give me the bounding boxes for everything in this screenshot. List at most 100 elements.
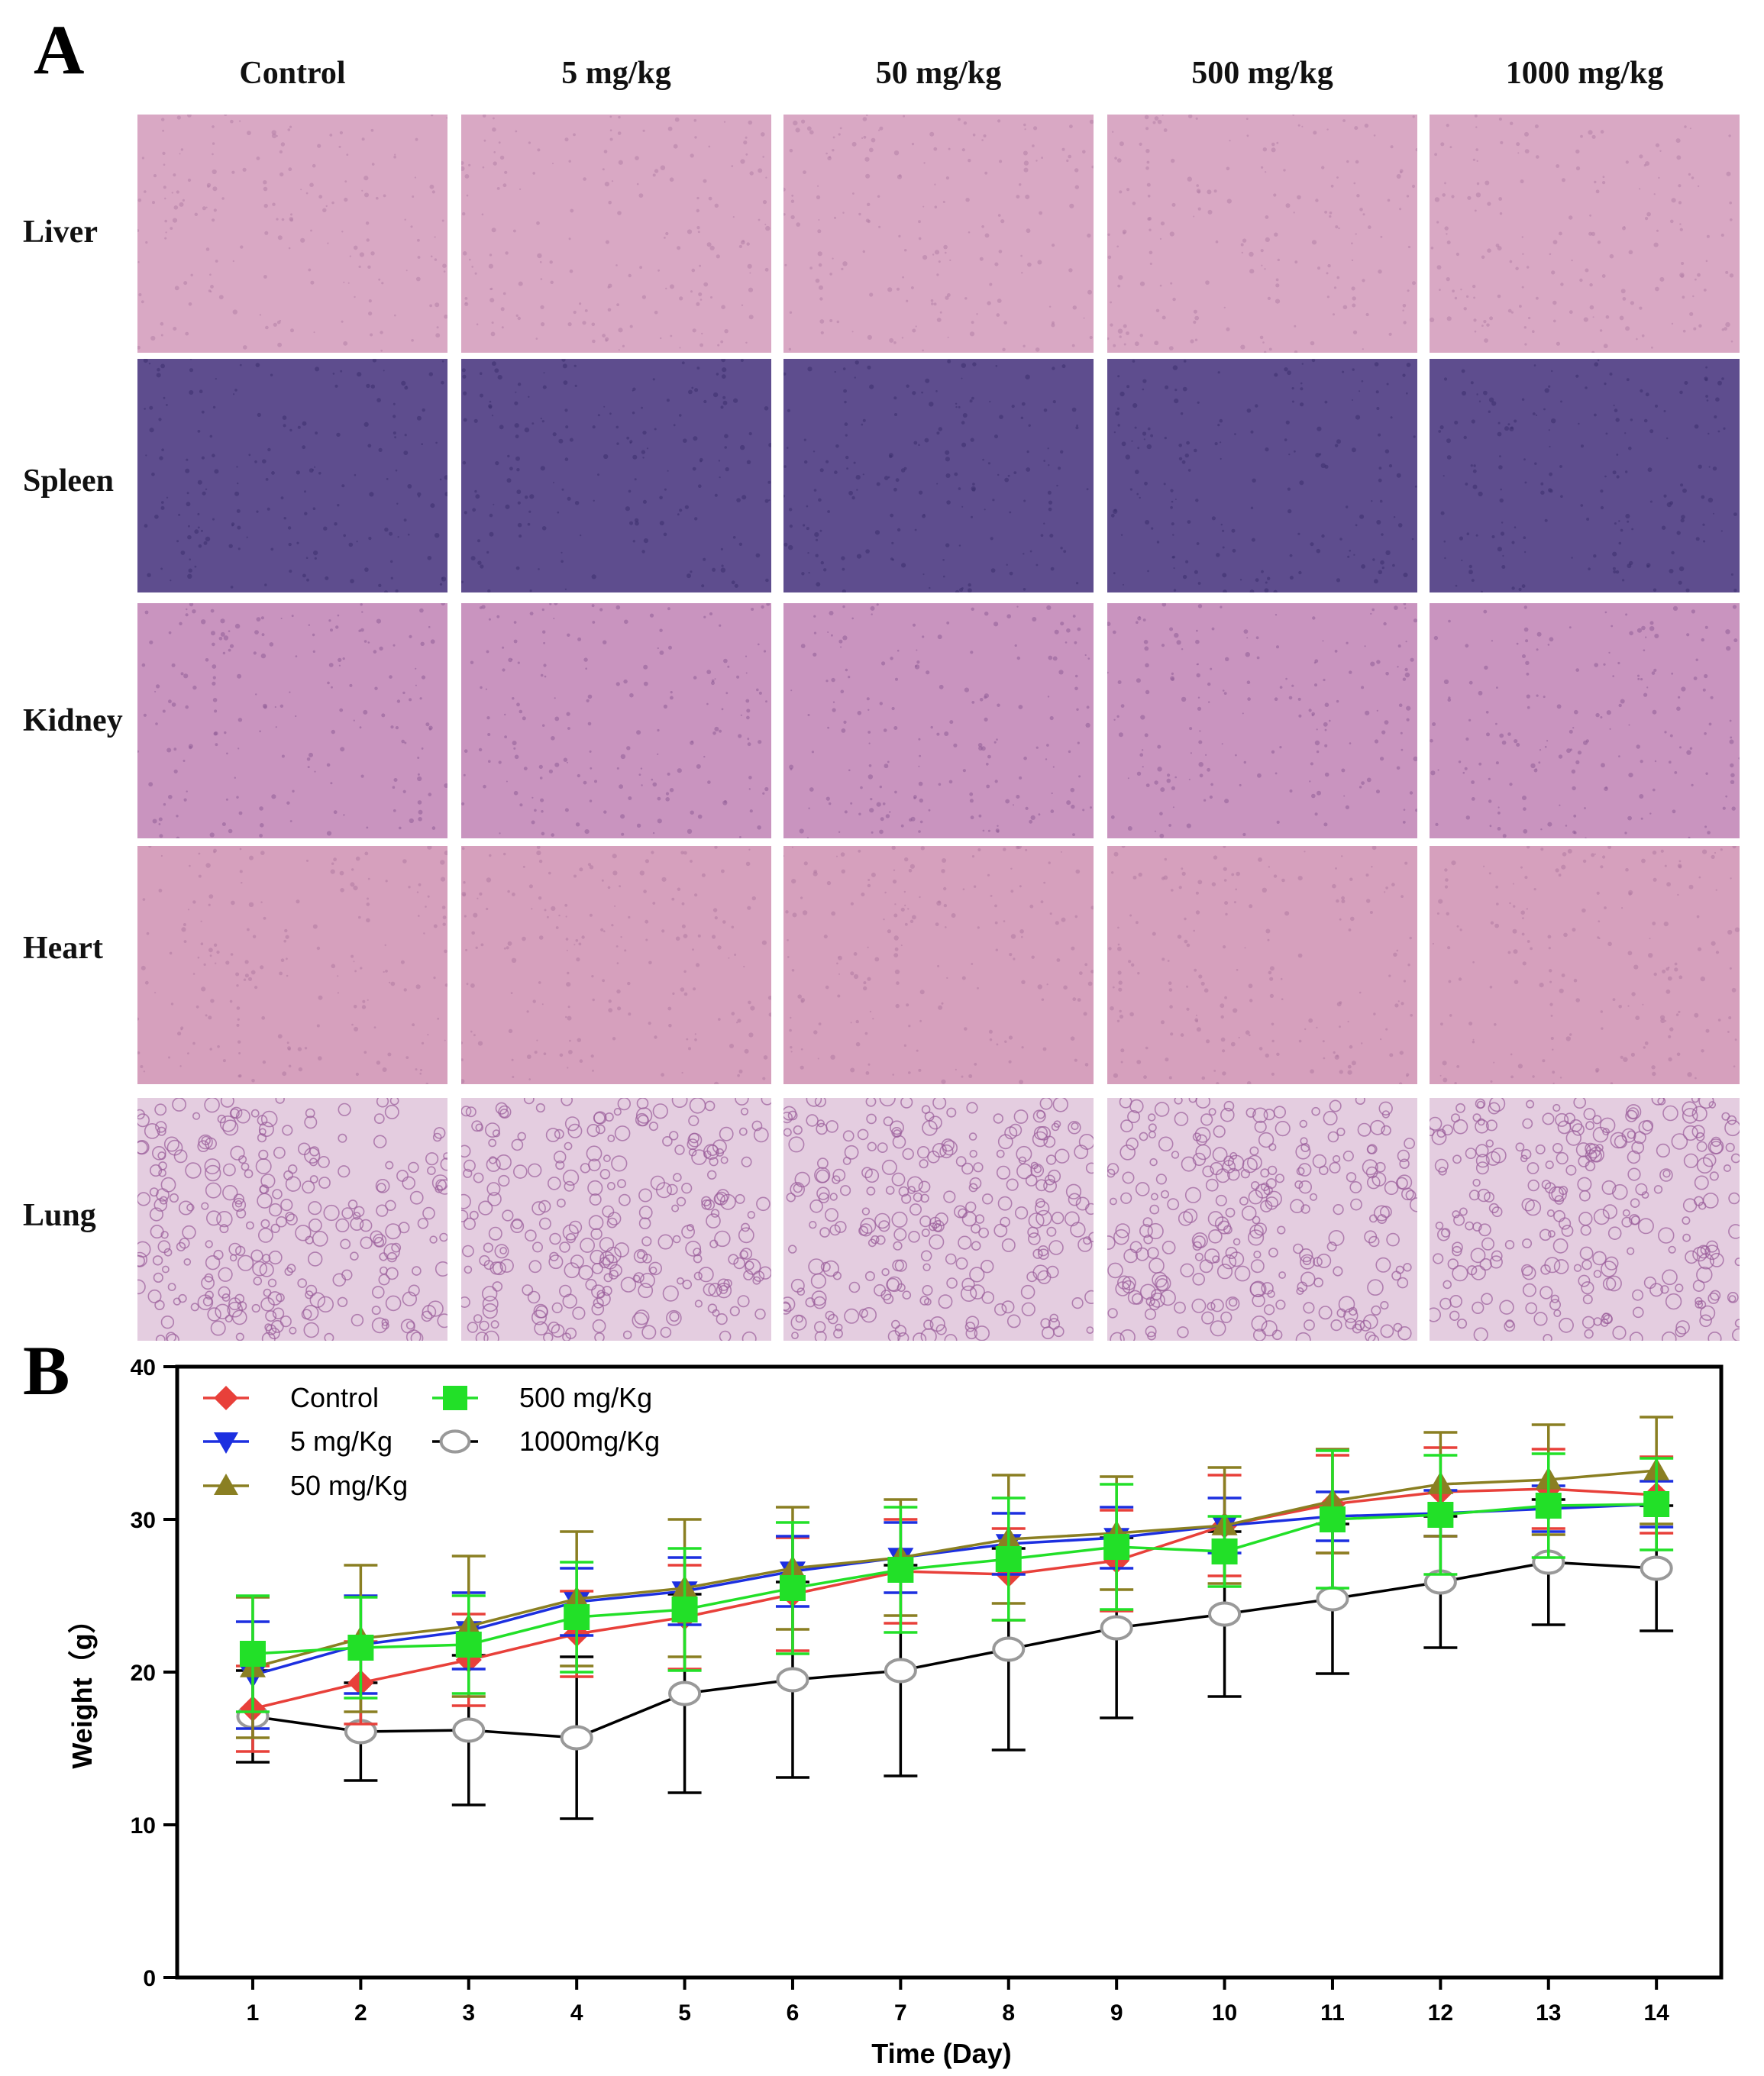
histology-image bbox=[461, 846, 771, 1084]
data-point bbox=[995, 1546, 1022, 1572]
data-point bbox=[887, 1557, 914, 1583]
histology-image bbox=[461, 359, 771, 592]
data-point bbox=[455, 1632, 482, 1658]
data-point bbox=[776, 1667, 809, 1693]
histology-image bbox=[1430, 1098, 1740, 1341]
histology-image bbox=[1107, 359, 1417, 592]
data-point bbox=[560, 1725, 593, 1751]
data-point bbox=[1100, 1615, 1133, 1641]
x-tick-label: 3 bbox=[462, 2000, 475, 2026]
data-point bbox=[1208, 1601, 1242, 1627]
histology-image bbox=[137, 603, 447, 838]
data-point bbox=[992, 1636, 1026, 1662]
histology-image bbox=[1107, 1098, 1417, 1341]
data-point bbox=[1535, 1493, 1562, 1519]
series-line bbox=[252, 1561, 1657, 1739]
column-label: 5 mg/kg bbox=[561, 56, 671, 91]
legend-label: 5 mg/Kg bbox=[290, 1425, 393, 1457]
y-tick-label: 30 bbox=[131, 1508, 156, 1533]
histology-image bbox=[783, 603, 1094, 838]
histology-image bbox=[783, 115, 1094, 353]
x-tick-label: 2 bbox=[354, 2000, 367, 2026]
histology-image bbox=[1430, 115, 1740, 353]
column-label: 500 mg/kg bbox=[1191, 56, 1333, 91]
y-tick-label: 40 bbox=[131, 1355, 156, 1380]
y-tick-label: 10 bbox=[131, 1813, 156, 1839]
data-point bbox=[239, 1641, 266, 1667]
x-tick-label: 7 bbox=[894, 2000, 907, 2026]
data-point bbox=[214, 1386, 238, 1410]
series-line bbox=[252, 1487, 1657, 1710]
series-500-mg-kg bbox=[235, 1449, 1674, 1713]
data-point bbox=[443, 1386, 467, 1410]
data-point bbox=[564, 1604, 590, 1630]
histology-image bbox=[1107, 603, 1417, 838]
data-point bbox=[1319, 1506, 1346, 1532]
x-tick-label: 9 bbox=[1110, 2000, 1123, 2026]
series-line bbox=[252, 1469, 1657, 1669]
x-tick-label: 4 bbox=[570, 2000, 583, 2026]
data-point bbox=[439, 1429, 471, 1454]
data-point bbox=[214, 1474, 238, 1495]
histology-image bbox=[783, 359, 1094, 592]
data-point bbox=[884, 1658, 917, 1684]
column-label: 50 mg/kg bbox=[875, 56, 1002, 91]
y-axis-title: Weight（g） bbox=[66, 1606, 98, 1768]
histology-image bbox=[137, 846, 447, 1084]
data-point bbox=[347, 1635, 374, 1661]
panel-a-letter: A bbox=[34, 11, 85, 89]
histology-image bbox=[783, 846, 1094, 1084]
data-point bbox=[1211, 1538, 1238, 1564]
data-point bbox=[1316, 1586, 1349, 1612]
y-tick-label: 0 bbox=[143, 1966, 156, 1991]
histology-image bbox=[461, 115, 771, 353]
histology-image bbox=[1430, 603, 1740, 838]
x-tick-label: 13 bbox=[1536, 2000, 1561, 2026]
histology-image bbox=[461, 1098, 771, 1341]
data-point bbox=[1640, 1555, 1673, 1581]
legend-label: 50 mg/Kg bbox=[290, 1470, 408, 1501]
x-tick-label: 11 bbox=[1320, 2000, 1345, 2026]
series-control bbox=[235, 1446, 1674, 1753]
series-50-mg-kg bbox=[235, 1416, 1674, 1739]
data-point bbox=[1643, 1491, 1670, 1517]
histology-image bbox=[137, 115, 447, 353]
data-point bbox=[668, 1680, 702, 1706]
histology-image bbox=[1430, 359, 1740, 592]
x-axis-title: Time (Day) bbox=[871, 2038, 1011, 2069]
row-label-heart: Heart bbox=[23, 931, 103, 966]
data-point bbox=[779, 1575, 806, 1601]
data-point bbox=[1427, 1502, 1454, 1528]
histology-image bbox=[137, 359, 447, 592]
series-line bbox=[252, 1503, 1657, 1677]
legend: Control 500 mg/Kg 5 mg/Kg 1000mg/Kg 50 mg/Kg bbox=[203, 1382, 660, 1501]
histology-image bbox=[137, 1098, 447, 1341]
histology-image bbox=[1107, 115, 1417, 353]
x-tick-label: 8 bbox=[1002, 2000, 1015, 2026]
panel-b-letter: B bbox=[23, 1332, 70, 1409]
histology-image bbox=[1107, 846, 1417, 1084]
series-line bbox=[252, 1503, 1657, 1655]
data-point bbox=[671, 1597, 698, 1622]
data-point bbox=[452, 1717, 486, 1743]
series-5-mg-kg bbox=[235, 1480, 1674, 1730]
legend-label: Control bbox=[290, 1382, 379, 1413]
histology-image bbox=[1430, 846, 1740, 1084]
x-tick-label: 12 bbox=[1428, 2000, 1453, 2026]
x-tick-label: 6 bbox=[787, 2000, 800, 2026]
data-point bbox=[214, 1432, 238, 1454]
x-tick-label: 10 bbox=[1212, 2000, 1237, 2026]
y-tick-label: 20 bbox=[131, 1661, 156, 1686]
histology-image bbox=[461, 603, 771, 838]
row-label-kidney: Kidney bbox=[23, 703, 123, 738]
column-label: 1000 mg/kg bbox=[1505, 56, 1664, 91]
x-tick-label: 5 bbox=[678, 2000, 691, 2026]
column-label: Control bbox=[239, 56, 346, 91]
legend-label: 1000mg/Kg bbox=[519, 1425, 660, 1457]
row-label-liver: Liver bbox=[23, 215, 98, 250]
row-label-lung: Lung bbox=[23, 1198, 96, 1233]
x-tick-label: 14 bbox=[1643, 2000, 1669, 2026]
histology-image bbox=[783, 1098, 1094, 1341]
row-label-spleen: Spleen bbox=[23, 463, 115, 499]
